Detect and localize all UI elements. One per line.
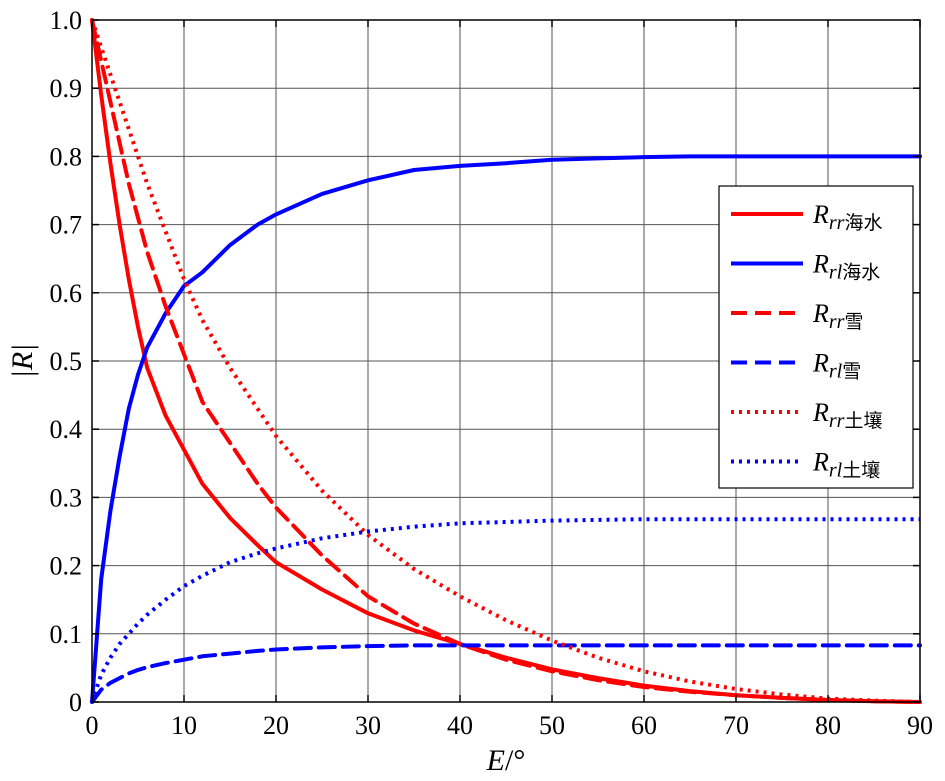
legend-label-main: R (812, 299, 829, 328)
x-tick-label: 80 (815, 711, 841, 740)
legend-label-5: Rrl土壤 (812, 448, 880, 482)
legend-label-sub: rr (829, 212, 845, 234)
x-tick-label: 90 (907, 711, 933, 740)
x-tick-label: 0 (86, 711, 99, 740)
x-tick-label: 40 (447, 711, 473, 740)
legend-label-sub: rl (829, 361, 843, 383)
y-tick-label: 0.9 (50, 74, 83, 103)
x-tick-label: 60 (631, 711, 657, 740)
y-tick-label: 0.4 (50, 415, 83, 444)
legend-label-1: Rrl海水 (812, 250, 880, 284)
legend-box (718, 185, 914, 489)
y-tick-label: 0.5 (50, 347, 83, 376)
x-tick-label: 50 (539, 711, 565, 740)
legend-label-sub: rl (829, 262, 843, 284)
y-tick-label: 0.2 (50, 552, 83, 581)
y-tick-label: 1.0 (50, 6, 83, 35)
series-lines (90, 18, 922, 704)
legend-label-sub: rr (829, 311, 845, 333)
y-tick-label: 0.1 (50, 620, 83, 649)
x-tick-labels: 0 10 20 30 40 50 60 70 80 90 (86, 711, 934, 740)
series-line-rl-1 (90, 154, 922, 704)
legend-label-main: R (812, 398, 829, 427)
y-axis-title: |R| (6, 344, 39, 379)
x-tick-label: 20 (263, 711, 289, 740)
legend-label-0: Rrr海水 (812, 200, 882, 234)
x-axis-title-main: E (486, 744, 505, 777)
x-axis-title-unit: /° (505, 744, 525, 777)
legend-label-sub: rl (829, 460, 843, 482)
legend-label-name: 土壤 (842, 460, 880, 482)
x-tick-label: 30 (355, 711, 381, 740)
y-tick-label: 0 (69, 688, 82, 717)
y-tick-label: 0.3 (50, 483, 83, 512)
series-line-rr-2 (90, 18, 922, 704)
legend-label-name: 海水 (842, 262, 880, 284)
axis-ticks (91, 19, 921, 703)
y-tick-label: 0.7 (50, 211, 83, 240)
legend-label-name: 雪 (844, 311, 863, 333)
legend-label-2: Rrr雪 (812, 299, 863, 333)
legend-label-main: R (812, 200, 829, 229)
legend-label-sub: rr (829, 410, 845, 432)
series-line-rr-4 (90, 19, 921, 704)
y-tick-label: 0.6 (50, 279, 83, 308)
x-tick-label: 10 (171, 711, 197, 740)
x-tick-label: 70 (723, 711, 749, 740)
legend-label-3: Rrl雪 (812, 349, 861, 383)
legend-label-main: R (812, 448, 829, 477)
y-tick-labels: 0 0.1 0.2 0.3 0.4 0.5 0.6 0.7 0.8 0.9 1.0 (50, 6, 83, 717)
legend-label-name: 雪 (842, 361, 861, 383)
legend-label-main: R (812, 250, 829, 279)
legend-label-main: R (812, 349, 829, 378)
legend-label-4: Rrr土壤 (812, 398, 882, 432)
legend-label-name: 海水 (844, 212, 882, 234)
x-axis-title: E/° (486, 744, 526, 777)
series-line-rl-5 (90, 517, 920, 703)
y-tick-label: 0.8 (50, 142, 83, 171)
series-line-rl-3 (90, 643, 922, 704)
legend-label-name: 土壤 (844, 410, 882, 432)
